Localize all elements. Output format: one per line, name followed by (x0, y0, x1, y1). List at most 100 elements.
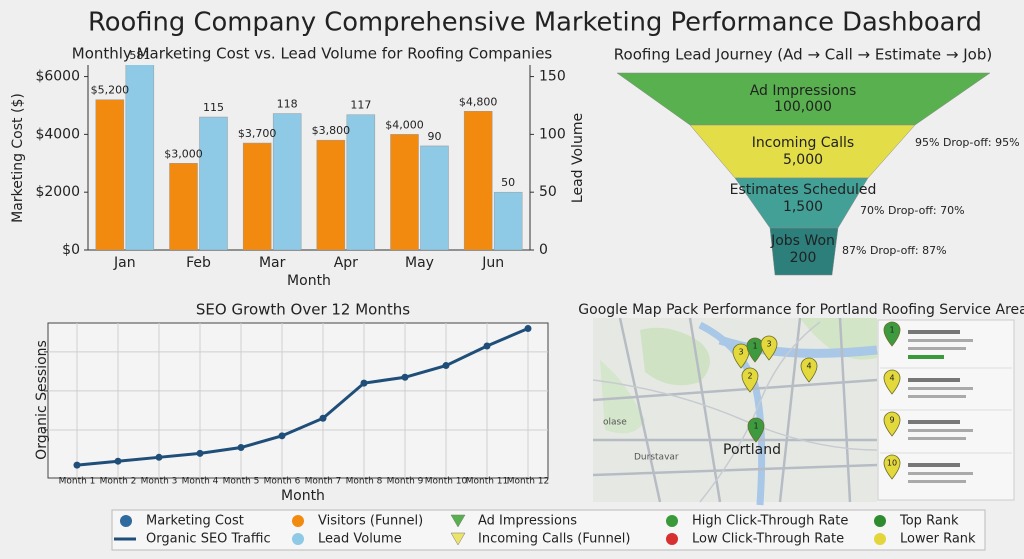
value-label: $3,700 (238, 127, 277, 140)
value-label: $3,800 (312, 124, 351, 137)
x-tick-label: Month 5 (223, 477, 260, 487)
value-label: $4,000 (385, 118, 424, 131)
map-pin (760, 335, 778, 361)
value-label: $3,000 (164, 147, 203, 160)
stage-value: 5,000 (783, 152, 823, 168)
point (483, 342, 491, 350)
point (319, 414, 327, 422)
line (76, 327, 529, 467)
x-tick-label: Month 10 (425, 477, 468, 487)
chart-title: Monthly Marketing Cost vs. Lead Volume f… (72, 45, 553, 63)
listing-pin (883, 321, 901, 347)
park (640, 327, 710, 386)
listing-line (908, 480, 966, 483)
stage-name: Incoming Calls (752, 135, 854, 151)
legend-marker (666, 515, 678, 527)
value-label: 50 (501, 176, 515, 189)
x-tick-label: Jun (481, 255, 504, 271)
map-pin (746, 337, 764, 363)
listing-line (908, 395, 966, 398)
map-pin (800, 357, 818, 383)
point (401, 373, 409, 381)
x-tick-label: Jan (113, 255, 136, 271)
listing-line (908, 378, 960, 382)
y-tick-label: $2000 (35, 184, 80, 200)
legend-marker (874, 533, 886, 545)
point (360, 379, 368, 387)
y-axis-label: Marketing Cost ($) (10, 93, 26, 223)
listing-pin-label: 10 (887, 459, 897, 468)
listing-pin-label: 4 (889, 374, 894, 383)
map-pin-label: 1 (752, 342, 757, 351)
place-label: olase (603, 418, 627, 428)
bar (242, 142, 272, 250)
legend-box (111, 509, 986, 551)
legend-label: Low Click-Through Rate (692, 532, 844, 547)
listing-line (908, 339, 973, 342)
y2-axis-label: Lead Volume (570, 113, 586, 203)
listing-pin (883, 454, 901, 480)
map-pin-label: 1 (753, 422, 758, 431)
legend-label: Lead Volume (318, 532, 402, 547)
legend-marker (292, 515, 304, 527)
x-tick-label: Feb (186, 255, 211, 271)
listing-line (908, 472, 973, 475)
place-label: Durstavar (634, 453, 679, 463)
x-tick-label: Apr (334, 255, 358, 271)
y2-tick-label: 100 (539, 126, 566, 142)
x-axis-label: Month (287, 273, 331, 289)
stage-name: Jobs Won (770, 233, 835, 249)
x-tick-label: Month 9 (387, 477, 424, 487)
bar (346, 114, 376, 250)
bar (95, 99, 125, 250)
value-label: 118 (277, 98, 298, 111)
listing-line (908, 420, 960, 424)
legend-label: Ad Impressions (478, 514, 577, 529)
value-label: $4,800 (459, 95, 498, 108)
city-label: Portland (723, 442, 781, 458)
listing-line (908, 347, 966, 350)
bars (95, 65, 523, 250)
point (524, 324, 532, 332)
park (600, 360, 645, 434)
map-title: Google Map Pack Performance for Portland… (578, 302, 1024, 318)
road (592, 321, 878, 503)
bar (493, 191, 523, 250)
point (196, 449, 204, 457)
y-tick-label: $4000 (35, 126, 80, 142)
y-tick-label: $0 (62, 242, 80, 258)
bar (272, 113, 302, 250)
point (237, 444, 245, 452)
listing-pin-label: 9 (889, 416, 894, 425)
bar (420, 145, 449, 250)
bar (199, 116, 228, 250)
point (73, 461, 81, 469)
map-pin (747, 417, 765, 443)
y2-tick-label: 150 (539, 69, 566, 85)
legend-label: Organic SEO Traffic (146, 532, 271, 547)
bar (390, 134, 419, 250)
map-pin-label: 2 (747, 372, 752, 381)
bar (169, 163, 198, 250)
chart-title: Roofing Lead Journey (Ad → Call → Estima… (614, 46, 992, 64)
map-pin-label: 4 (806, 362, 811, 371)
stage-value: 200 (790, 250, 817, 266)
bar (316, 139, 346, 250)
x-tick-label: Month 7 (305, 477, 342, 487)
legend-label: Visitors (Funnel) (318, 514, 423, 529)
map-pin (741, 367, 759, 393)
point (278, 432, 286, 440)
legend-label: Incoming Calls (Funnel) (478, 532, 630, 547)
x-tick-label: Month 2 (100, 477, 137, 487)
map-pin-label: 3 (766, 340, 771, 349)
funnel-stage (769, 227, 839, 276)
value-label: 90 (428, 130, 442, 143)
x-tick-label: Month 4 (182, 477, 219, 487)
map-pin-label: 3 (738, 348, 743, 357)
x-tick-label: Month 6 (264, 477, 301, 487)
listing-pin (883, 369, 901, 395)
map (592, 317, 1015, 506)
legend-marker (120, 515, 132, 527)
y-tick-label: $6000 (35, 69, 80, 85)
